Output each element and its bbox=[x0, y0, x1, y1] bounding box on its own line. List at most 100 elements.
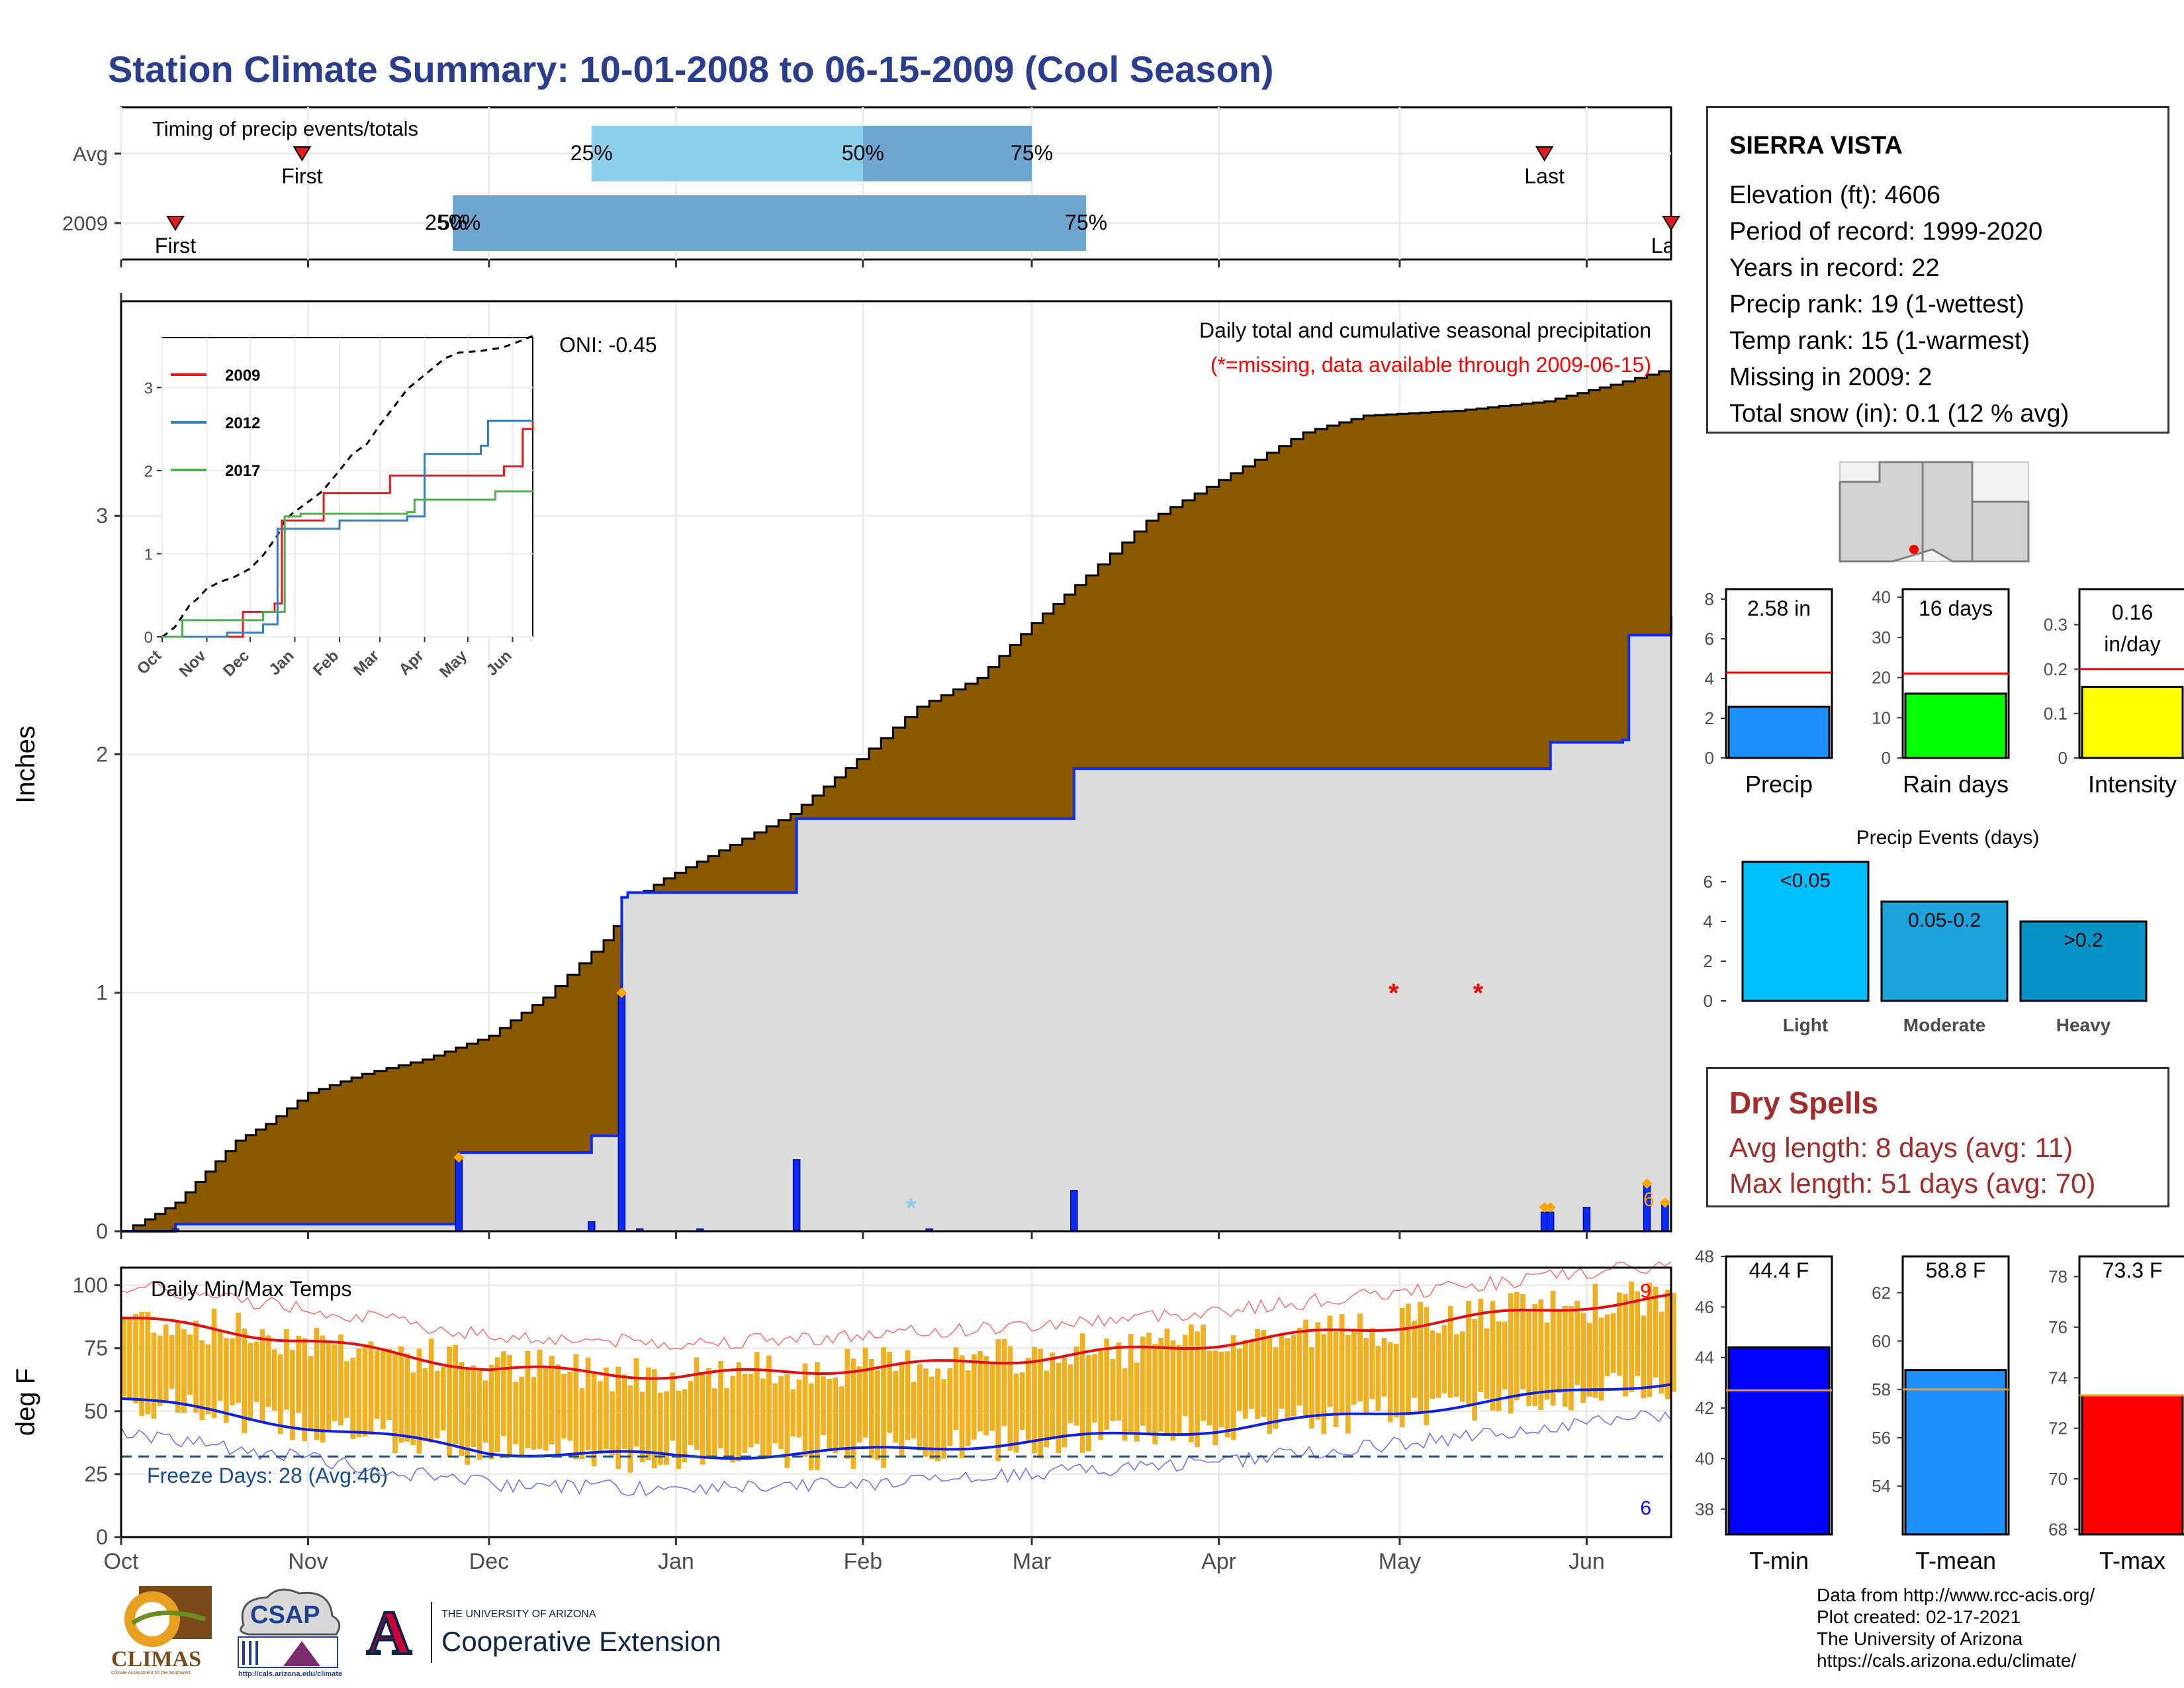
temp-summary-t-mean-y-tick-label: 56 bbox=[1872, 1428, 1891, 1448]
temp-daily-bar bbox=[1453, 1334, 1459, 1397]
temp-daily-bar bbox=[1050, 1352, 1056, 1440]
inset-legend-label: 2009 bbox=[225, 367, 260, 385]
temp-daily-bar bbox=[1242, 1339, 1248, 1419]
precip-events-y-tick-label: 2 bbox=[1704, 951, 1713, 971]
precip-summary-precip-bar bbox=[1727, 706, 1831, 759]
precip-summary-rain-days-label: Rain days bbox=[1903, 771, 2009, 798]
csap-logo-url: http://cals.arizona.edu/climate bbox=[238, 1670, 343, 1678]
temp-daily-bar bbox=[1381, 1338, 1387, 1397]
temp-daily-bar bbox=[471, 1365, 477, 1448]
precip-events-y-tick-label: 4 bbox=[1704, 912, 1713, 931]
temp-x-tick-label: Nov bbox=[288, 1549, 328, 1574]
temp-daily-bar bbox=[1664, 1289, 1670, 1399]
temp-avg-max-line bbox=[120, 1293, 1672, 1380]
dry-spells-box: Dry Spells Avg length: 8 days (avg: 11) … bbox=[1706, 1067, 2169, 1207]
precip-summary-rain-days-y-tick-label: 40 bbox=[1872, 587, 1891, 607]
temp-daily-bar bbox=[1616, 1292, 1622, 1376]
csap-logo-mark bbox=[238, 1588, 341, 1668]
timing-label-75: 75% bbox=[1065, 211, 1107, 234]
ua-logo-divider bbox=[431, 1602, 432, 1663]
temp-summary-value-text: 73.3 F bbox=[2103, 1258, 2163, 1282]
station-period: Period of record: 1999-2020 bbox=[1729, 218, 2043, 246]
temp-daily-bar bbox=[1309, 1346, 1314, 1429]
temp-x-tick-label: Oct bbox=[104, 1549, 139, 1574]
temp-daily-bar bbox=[1393, 1344, 1399, 1418]
temp-daily-bar bbox=[350, 1358, 356, 1439]
temp-daily-bar bbox=[821, 1376, 826, 1435]
temp-daily-bar bbox=[875, 1370, 880, 1460]
timing-label-50: 50% bbox=[438, 211, 480, 234]
temp-daily-bar bbox=[277, 1354, 283, 1434]
timing-last-marker bbox=[1535, 146, 1554, 162]
precip-events-category-label: Heavy bbox=[2056, 1015, 2111, 1035]
precip-y-tick-label: 3 bbox=[96, 504, 108, 528]
precip-summary-value-text: 2.58 in bbox=[1747, 596, 1811, 620]
temp-daily-bar bbox=[1375, 1346, 1381, 1411]
temp-daily-bar bbox=[597, 1381, 603, 1454]
temp-daily-bar bbox=[754, 1352, 760, 1444]
ua-logo-top-text: THE UNIVERSITY OF ARIZONA bbox=[441, 1609, 596, 1620]
temp-daily-bar bbox=[139, 1311, 145, 1417]
temp-daily-bar bbox=[440, 1366, 446, 1430]
temp-daily-bar bbox=[205, 1344, 211, 1415]
daily-precip-bar bbox=[1070, 1190, 1078, 1232]
temp-daily-bar bbox=[163, 1324, 169, 1403]
temp-daily-bar bbox=[585, 1357, 591, 1450]
timing-first-label: First bbox=[281, 164, 322, 188]
temp-daily-bar bbox=[1610, 1313, 1616, 1373]
temp-record-max-line bbox=[120, 1261, 1672, 1350]
temp-daily-bar bbox=[1315, 1322, 1321, 1420]
temp-daily-bar bbox=[730, 1376, 736, 1463]
temp-daily-bar bbox=[1206, 1350, 1212, 1426]
inset-series-line bbox=[162, 490, 533, 638]
temp-daily-bar bbox=[1556, 1310, 1562, 1393]
temp-daily-bar bbox=[676, 1390, 682, 1470]
temp-daily-bar bbox=[1176, 1344, 1182, 1435]
precip-summary-rain-days-y-tick-label: 30 bbox=[1872, 628, 1891, 647]
precip-summary-precip-y-tick-label: 8 bbox=[1705, 589, 1714, 609]
temp-daily-bar bbox=[513, 1382, 519, 1444]
temp-summary-t-mean-label: T-mean bbox=[1915, 1547, 1996, 1574]
temp-daily-bar bbox=[621, 1374, 627, 1449]
precip-summary-rain-days-y-tick-label: 0 bbox=[1882, 748, 1891, 768]
locator-map-region bbox=[1839, 461, 2030, 563]
temp-daily-bar bbox=[1424, 1307, 1430, 1425]
temp-summary-t-max-y-tick-label: 78 bbox=[2048, 1267, 2068, 1287]
temp-daily-bar bbox=[1641, 1315, 1647, 1399]
temp-daily-bar bbox=[133, 1313, 138, 1404]
temp-daily-bar bbox=[1526, 1309, 1532, 1406]
temp-daily-bar bbox=[549, 1355, 555, 1445]
timing-first-label: First bbox=[155, 234, 196, 258]
temp-daily-bar bbox=[839, 1386, 844, 1450]
timing-avg-bar-50-75 bbox=[862, 126, 1032, 181]
temp-daily-bar bbox=[1038, 1348, 1043, 1459]
temp-daily-bar bbox=[386, 1348, 392, 1421]
temp-daily-bar bbox=[187, 1335, 193, 1395]
temp-summary-t-mean-y-tick-label: 54 bbox=[1872, 1476, 1891, 1496]
temp-daily-bar bbox=[1406, 1303, 1411, 1415]
temp-daily-bar bbox=[434, 1370, 440, 1438]
temp-daily-bar bbox=[1152, 1344, 1158, 1445]
temp-daily-bar bbox=[1484, 1328, 1490, 1399]
credit-university: The University of Arizona bbox=[1817, 1628, 2023, 1649]
temp-daily-bar bbox=[1273, 1346, 1279, 1429]
temp-daily-bar bbox=[314, 1327, 320, 1440]
inset-legend-label: 2012 bbox=[225, 414, 260, 432]
timing-title: Timing of precip events/totals bbox=[152, 117, 418, 140]
temp-daily-bar bbox=[724, 1387, 729, 1457]
temp-daily-bar bbox=[1460, 1331, 1465, 1402]
temp-daily-bar bbox=[1073, 1346, 1079, 1426]
inset-avg-line bbox=[161, 335, 533, 638]
temp-daily-bar bbox=[965, 1370, 971, 1446]
temp-daily-bar bbox=[211, 1308, 217, 1419]
temp-y-tick-label: 100 bbox=[73, 1274, 108, 1297]
temp-daily-bar bbox=[290, 1350, 295, 1440]
ua-extension-logo: A THE UNIVERSITY OF ARIZONA Cooperative … bbox=[361, 1601, 731, 1668]
precip-summary-precip-y-tick-label: 6 bbox=[1705, 629, 1714, 649]
temp-summary-t-max-bar bbox=[2081, 1394, 2184, 1536]
temp-x-tick-label: Apr bbox=[1201, 1549, 1236, 1574]
precip-chart-title: Daily total and cumulative seasonal prec… bbox=[1199, 318, 1651, 342]
temp-daily-bar bbox=[1562, 1305, 1568, 1407]
temp-chart-title: Daily Min/Max Temps bbox=[151, 1277, 351, 1301]
temp-daily-bar bbox=[1086, 1355, 1091, 1452]
